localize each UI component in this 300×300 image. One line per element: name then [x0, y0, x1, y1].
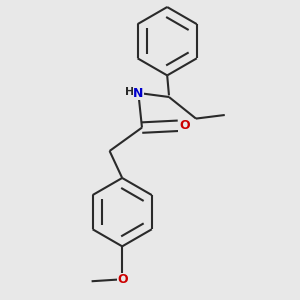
Text: O: O — [180, 119, 190, 132]
Text: O: O — [117, 273, 128, 286]
Text: H: H — [124, 87, 134, 98]
Text: N: N — [133, 87, 144, 100]
